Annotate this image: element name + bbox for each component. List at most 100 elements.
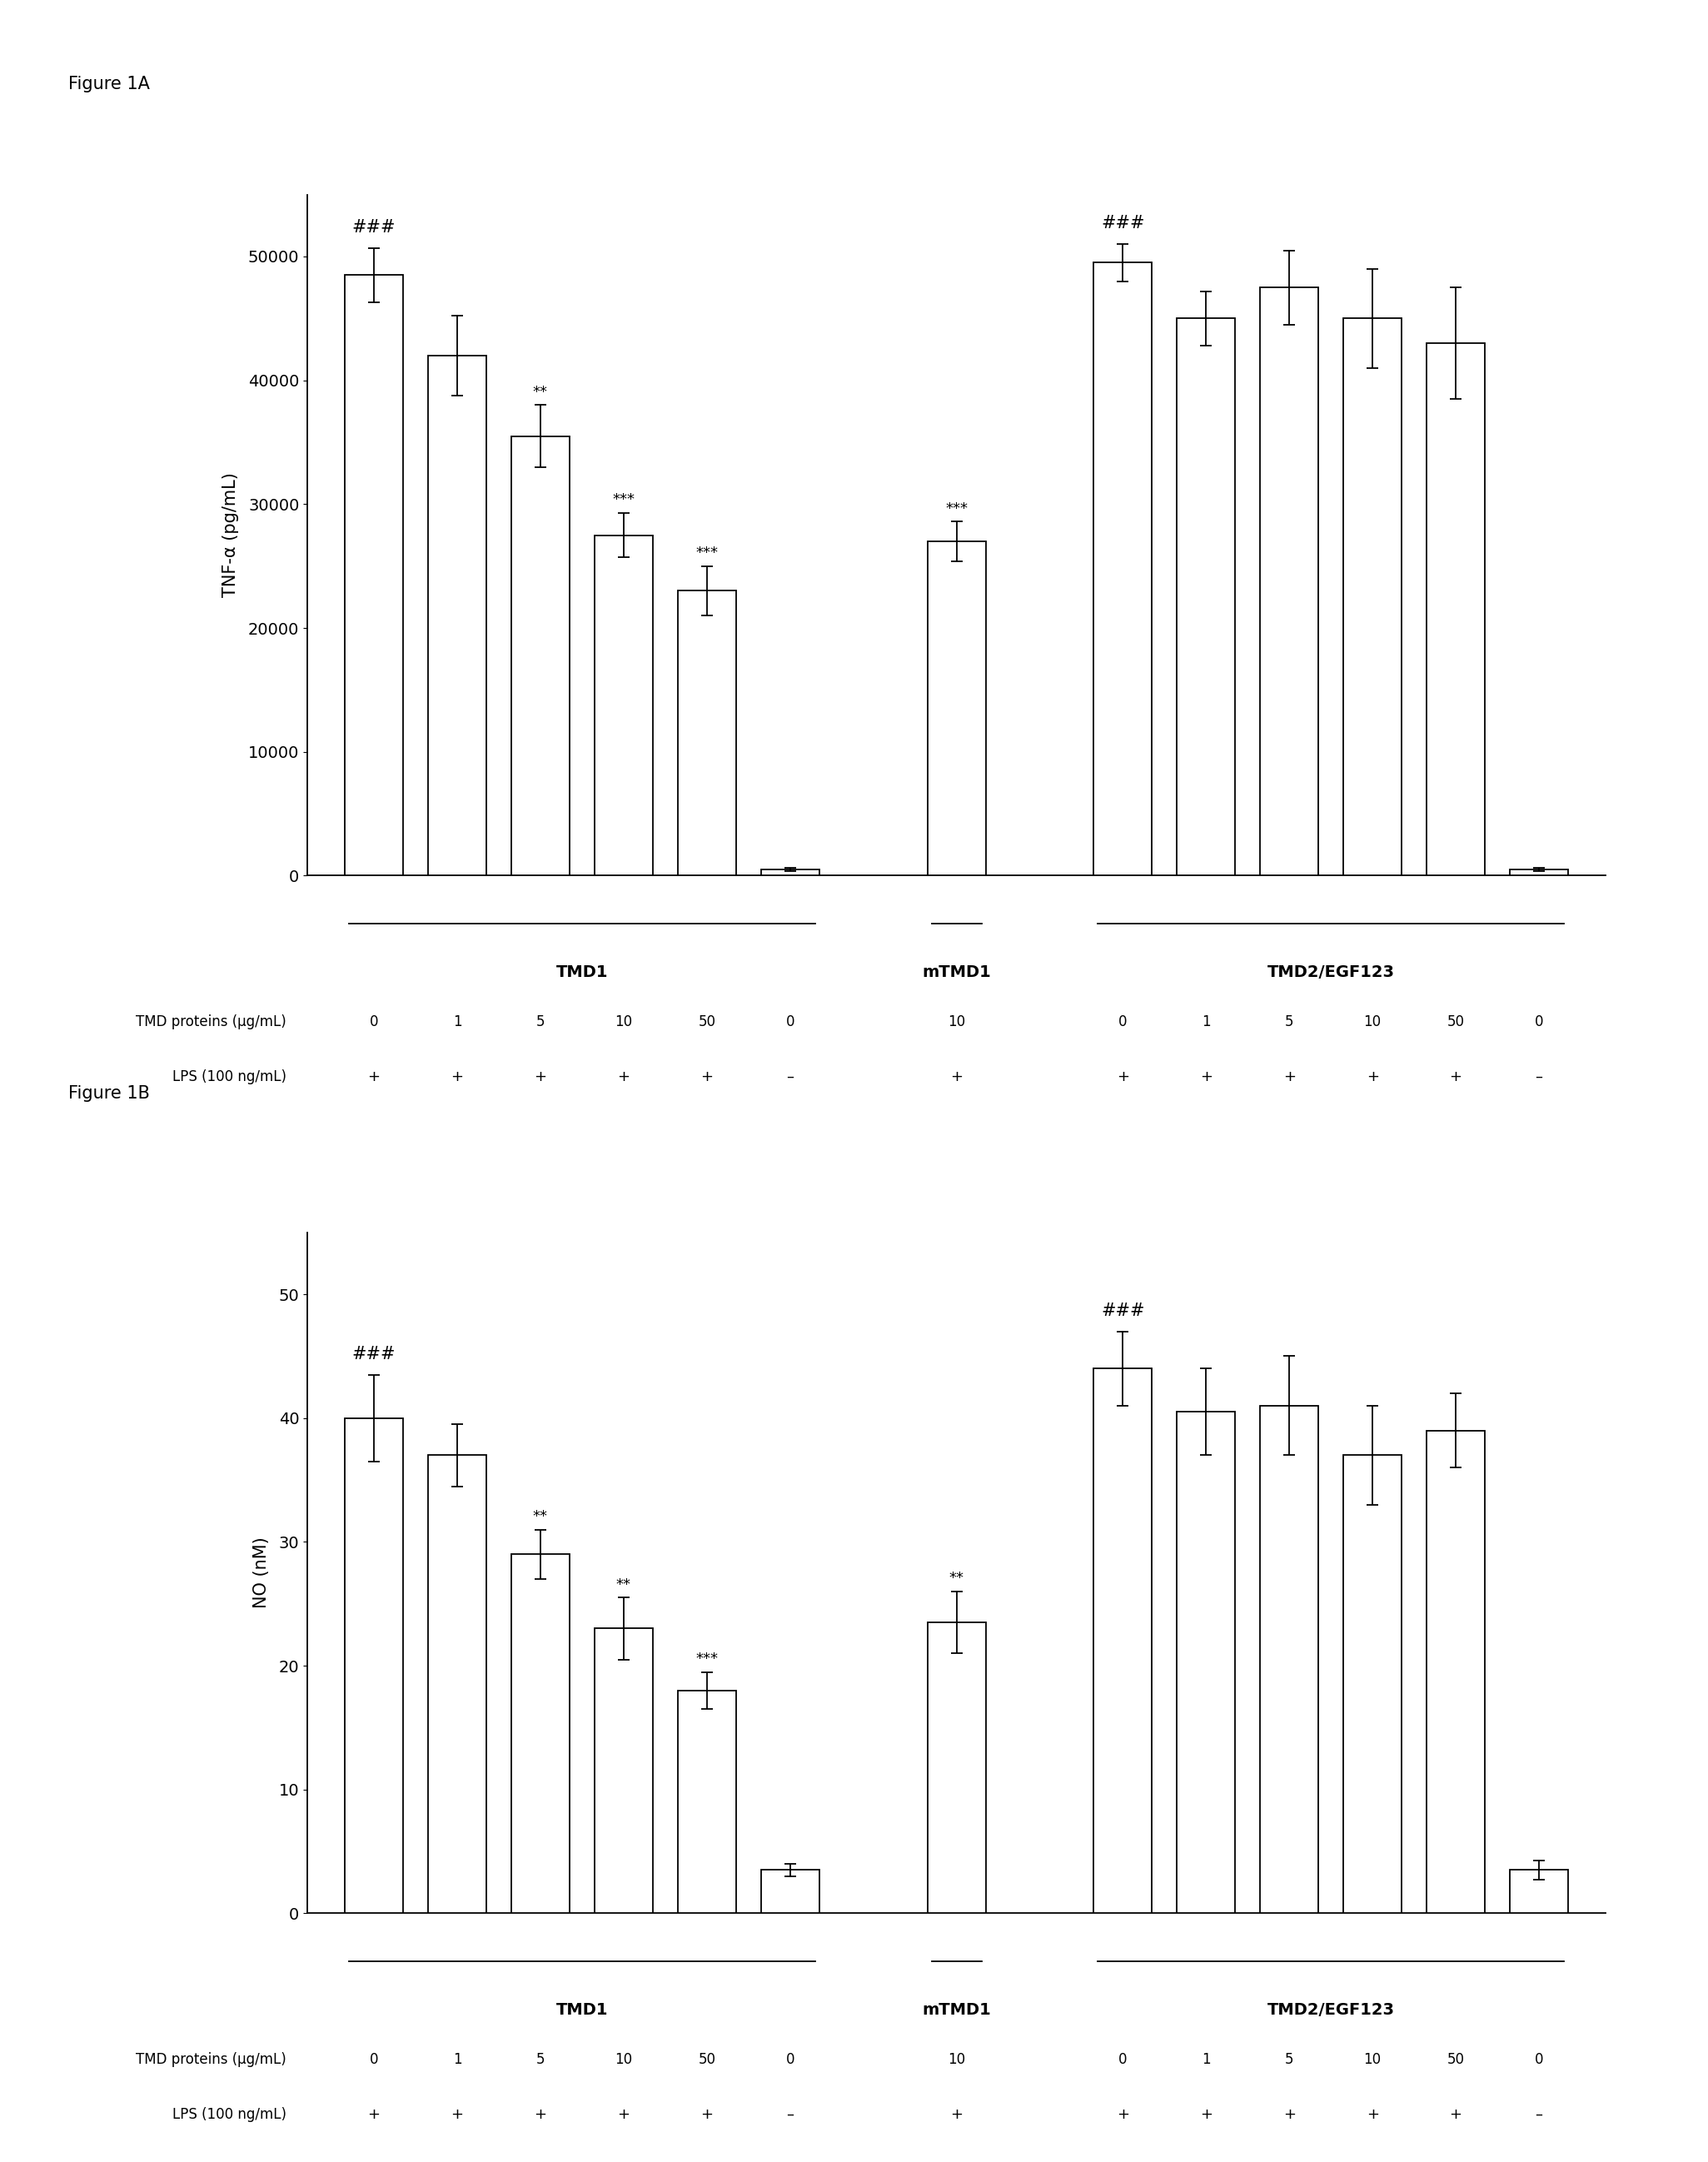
- Text: 50: 50: [1447, 1014, 1464, 1029]
- Bar: [594, 1628, 652, 1913]
- Text: +: +: [451, 1068, 463, 1083]
- Text: +: +: [1117, 2106, 1129, 2121]
- Bar: [1426, 1431, 1484, 1913]
- Text: +: +: [1117, 1068, 1129, 1083]
- Text: mTMD1: mTMD1: [922, 2002, 991, 2017]
- Text: ###: ###: [1102, 1302, 1144, 1319]
- Text: 0: 0: [1119, 1014, 1127, 1029]
- Bar: [1510, 1870, 1568, 1913]
- Text: ###: ###: [352, 1345, 396, 1362]
- Bar: [345, 275, 403, 876]
- Text: **: **: [950, 1572, 963, 1587]
- Text: TMD2/EGF123: TMD2/EGF123: [1267, 964, 1395, 979]
- Text: 10: 10: [1363, 1014, 1382, 1029]
- Text: +: +: [367, 2106, 381, 2121]
- Text: 0: 0: [786, 2052, 794, 2067]
- Text: Figure 1B: Figure 1B: [68, 1085, 150, 1103]
- Text: 1: 1: [453, 2052, 461, 2067]
- Text: **: **: [533, 1509, 548, 1524]
- Text: +: +: [1450, 1068, 1462, 1083]
- Text: +: +: [700, 1068, 714, 1083]
- Y-axis label: NO (nM): NO (nM): [253, 1537, 270, 1609]
- Text: 5: 5: [1284, 2052, 1293, 2067]
- Text: +: +: [1366, 1068, 1378, 1083]
- Bar: [927, 1622, 986, 1913]
- Text: 50: 50: [699, 1014, 716, 1029]
- Text: 50: 50: [1447, 2052, 1464, 2067]
- Text: LPS (100 ng/mL): LPS (100 ng/mL): [173, 2106, 287, 2121]
- Text: 5: 5: [1284, 1014, 1293, 1029]
- Text: ###: ###: [1102, 216, 1144, 231]
- Text: ###: ###: [352, 218, 396, 236]
- Text: +: +: [535, 2106, 547, 2121]
- Bar: [594, 536, 652, 876]
- Text: TMD2/EGF123: TMD2/EGF123: [1267, 2002, 1395, 2017]
- Text: 1: 1: [1202, 2052, 1211, 2067]
- Text: 5: 5: [536, 2052, 545, 2067]
- Text: 10: 10: [1363, 2052, 1382, 2067]
- Bar: [927, 540, 986, 876]
- Bar: [1177, 318, 1235, 876]
- Bar: [762, 1870, 820, 1913]
- Y-axis label: TNF-α (pg/mL): TNF-α (pg/mL): [222, 473, 239, 597]
- Text: +: +: [950, 2106, 963, 2121]
- Text: –: –: [786, 1068, 794, 1083]
- Bar: [1344, 318, 1402, 876]
- Text: 0: 0: [1534, 1014, 1544, 1029]
- Text: ***: ***: [613, 493, 635, 508]
- Text: –: –: [1535, 2106, 1542, 2121]
- Bar: [678, 590, 736, 876]
- Bar: [1261, 1405, 1319, 1913]
- Text: +: +: [617, 2106, 630, 2121]
- Bar: [429, 1455, 487, 1913]
- Bar: [762, 869, 820, 876]
- Text: +: +: [950, 1068, 963, 1083]
- Text: +: +: [1199, 1068, 1213, 1083]
- Text: +: +: [1366, 2106, 1378, 2121]
- Text: ***: ***: [695, 1652, 717, 1667]
- Text: +: +: [535, 1068, 547, 1083]
- Text: LPS (100 ng/mL): LPS (100 ng/mL): [173, 1068, 287, 1083]
- Text: 1: 1: [453, 1014, 461, 1029]
- Text: –: –: [786, 2106, 794, 2121]
- Text: 0: 0: [369, 2052, 379, 2067]
- Text: 1: 1: [1202, 1014, 1211, 1029]
- Text: Figure 1A: Figure 1A: [68, 76, 150, 93]
- Text: 0: 0: [1534, 2052, 1544, 2067]
- Text: **: **: [533, 385, 548, 400]
- Text: +: +: [617, 1068, 630, 1083]
- Bar: [1093, 1369, 1151, 1913]
- Text: mTMD1: mTMD1: [922, 964, 991, 979]
- Text: 5: 5: [536, 1014, 545, 1029]
- Text: +: +: [367, 1068, 381, 1083]
- Text: 0: 0: [786, 1014, 794, 1029]
- Bar: [1261, 288, 1319, 876]
- Bar: [345, 1418, 403, 1913]
- Text: –: –: [1535, 1068, 1542, 1083]
- Text: **: **: [617, 1578, 632, 1591]
- Text: 10: 10: [948, 2052, 965, 2067]
- Text: 10: 10: [615, 2052, 632, 2067]
- Text: +: +: [1283, 1068, 1296, 1083]
- Text: +: +: [700, 2106, 714, 2121]
- Bar: [678, 1691, 736, 1913]
- Bar: [1093, 264, 1151, 876]
- Bar: [1426, 344, 1484, 876]
- Text: TMD1: TMD1: [557, 964, 608, 979]
- Bar: [511, 1554, 569, 1913]
- Text: 10: 10: [615, 1014, 632, 1029]
- Text: 50: 50: [699, 2052, 716, 2067]
- Bar: [1344, 1455, 1402, 1913]
- Text: ***: ***: [945, 502, 968, 517]
- Text: ***: ***: [695, 545, 717, 560]
- Text: +: +: [1283, 2106, 1296, 2121]
- Text: 0: 0: [1119, 2052, 1127, 2067]
- Text: +: +: [451, 2106, 463, 2121]
- Bar: [511, 437, 569, 876]
- Text: 0: 0: [369, 1014, 379, 1029]
- Text: 10: 10: [948, 1014, 965, 1029]
- Text: TMD proteins (μg/mL): TMD proteins (μg/mL): [137, 2052, 287, 2067]
- Text: TMD proteins (μg/mL): TMD proteins (μg/mL): [137, 1014, 287, 1029]
- Text: +: +: [1450, 2106, 1462, 2121]
- Bar: [429, 355, 487, 876]
